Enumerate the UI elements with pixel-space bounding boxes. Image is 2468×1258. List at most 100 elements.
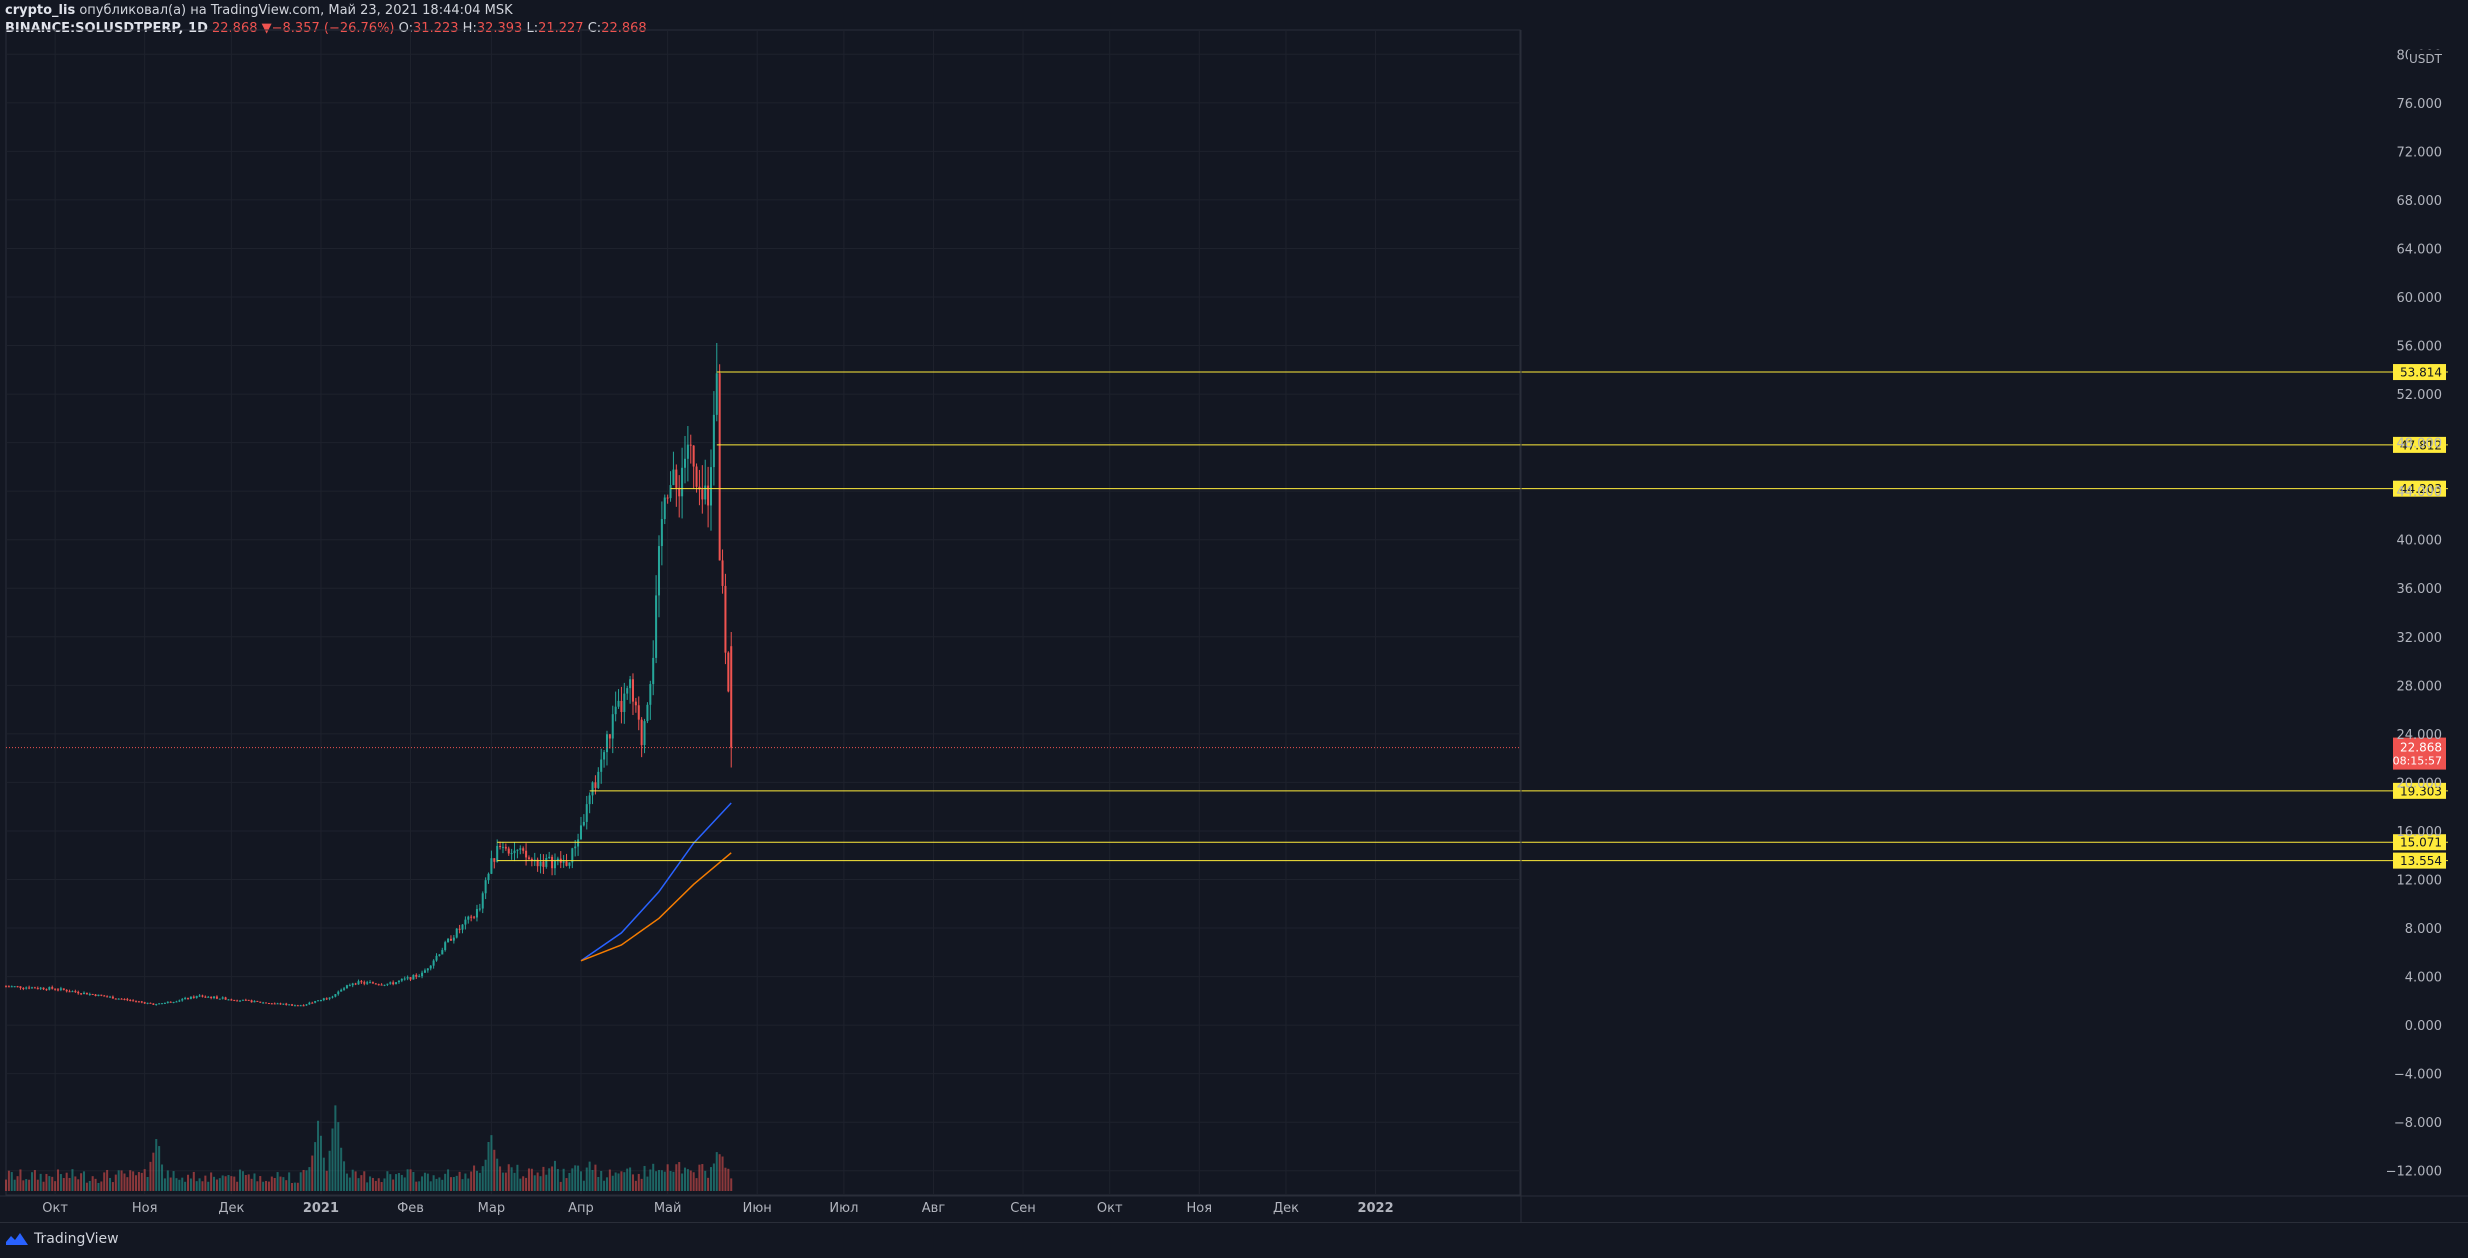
candle-body [4, 986, 8, 988]
y-tick-label: 56.000 [2397, 340, 2443, 355]
y-tick-label: 60.000 [2397, 291, 2443, 306]
volume-bar [28, 1179, 31, 1191]
volume-bar [343, 1161, 346, 1191]
candle-body [25, 987, 28, 989]
volume-bar [536, 1172, 539, 1191]
symbol-label[interactable]: BINANCE:SOLUSDTPERP, 1D [5, 21, 208, 36]
volume-bar [507, 1164, 510, 1191]
volume-bar [585, 1167, 588, 1191]
volume-bar [513, 1172, 516, 1191]
volume-bar [478, 1172, 481, 1191]
candle-body [423, 970, 426, 973]
candle-body [634, 701, 637, 706]
candle-body [181, 999, 184, 1001]
candle-body [363, 982, 366, 984]
candle-body [640, 719, 643, 746]
volume-bar [221, 1175, 224, 1191]
y-tick-label: 64.000 [2397, 242, 2443, 257]
volume-bar [383, 1178, 386, 1191]
candle-body [412, 974, 415, 980]
candle-body [400, 978, 403, 981]
candle-body [158, 1003, 161, 1005]
candle-body [556, 858, 559, 862]
candle-body [447, 938, 450, 943]
y-tick-label: 40.000 [2397, 534, 2443, 549]
volume-bar [458, 1171, 461, 1191]
candle-body [377, 984, 380, 986]
candle-body [669, 485, 672, 499]
volume-bar [314, 1142, 317, 1191]
volume-bar [709, 1167, 713, 1191]
volume-bar [120, 1170, 123, 1191]
last-price: 22.868 [212, 21, 258, 36]
candle-body [175, 1001, 178, 1003]
price-chart[interactable]: 53.814 47.812 44.203 19.303 15.071 13.554 22.8… [0, 0, 2468, 1222]
tradingview-brand[interactable]: TradingView [6, 1231, 119, 1247]
x-tick-label: Мар [478, 1201, 505, 1216]
volume-bar [195, 1181, 198, 1191]
volume-bar [291, 1182, 294, 1191]
candle-body [273, 1003, 276, 1005]
author-name[interactable]: crypto_lis [5, 3, 76, 18]
volume-bar [77, 1179, 80, 1191]
volume-bar [317, 1120, 320, 1191]
volume-bar [718, 1154, 721, 1191]
volume-bar [626, 1168, 629, 1191]
volume-bar [545, 1174, 548, 1191]
y-tick-label: 4.000 [2405, 971, 2442, 986]
volume-bar [273, 1177, 276, 1191]
close-value: 22.868 [601, 21, 647, 36]
candle-body [100, 994, 103, 996]
candle-body [146, 1002, 149, 1004]
candle-body [80, 993, 83, 995]
high-label: H: [462, 21, 477, 36]
volume-bar [730, 1178, 733, 1191]
volume-bar [525, 1177, 528, 1191]
candle-body [22, 987, 25, 989]
candle-body [721, 560, 724, 586]
candle-body [712, 414, 715, 468]
volume-bar [215, 1179, 218, 1191]
candle-body [33, 987, 36, 989]
candle-body [59, 988, 62, 990]
candle-body [285, 1003, 288, 1005]
candle-body [126, 999, 129, 1001]
plot-frame [5, 29, 1521, 1196]
candle-body [83, 992, 86, 994]
volume-bar [198, 1178, 201, 1191]
horizontal-levels[interactable]: 53.814 47.812 44.203 19.303 15.071 13.554 22.8… [6, 364, 2448, 869]
candle-body [709, 467, 713, 506]
volume-bar [504, 1172, 507, 1191]
y-tick-label: 32.000 [2397, 631, 2443, 646]
candle-body [152, 1003, 155, 1005]
volume-bar [354, 1171, 357, 1191]
volume-bar [551, 1166, 554, 1191]
volume-bar [227, 1175, 230, 1191]
volume-bar [308, 1167, 311, 1191]
candle-body [114, 998, 117, 1000]
candle-body [403, 978, 406, 980]
candle-body [166, 1001, 169, 1003]
publish-info: crypto_lis опубликовал(а) на TradingView… [5, 3, 513, 18]
current-price-label: 22.868 [2400, 741, 2442, 755]
price-axis[interactable]: 80.00076.00072.00068.00064.00060.00056.0… [1520, 30, 2446, 1222]
candle-body [302, 1005, 305, 1007]
candle-body [74, 991, 77, 993]
candle-body [91, 993, 94, 995]
volume-bar [582, 1180, 585, 1191]
candle-body [123, 998, 126, 1000]
candle-body [276, 1003, 279, 1005]
candle-body [187, 997, 190, 999]
volume-bar [267, 1181, 270, 1191]
volume-bar [533, 1175, 536, 1191]
volume-bar [155, 1139, 158, 1191]
candle-body [195, 996, 198, 998]
candle-body [501, 846, 504, 848]
candle-body [392, 982, 395, 985]
volume-bar [516, 1164, 519, 1191]
candle-body [155, 1004, 158, 1006]
time-axis[interactable]: Окт Ноя Дек 2021 Фев Мар Апр Май Июн Июл Авг Сен Окт… [0, 1195, 2468, 1216]
y-tick-label: 76.000 [2397, 97, 2443, 112]
candle-body [48, 987, 51, 990]
volume-bar [707, 1177, 710, 1191]
